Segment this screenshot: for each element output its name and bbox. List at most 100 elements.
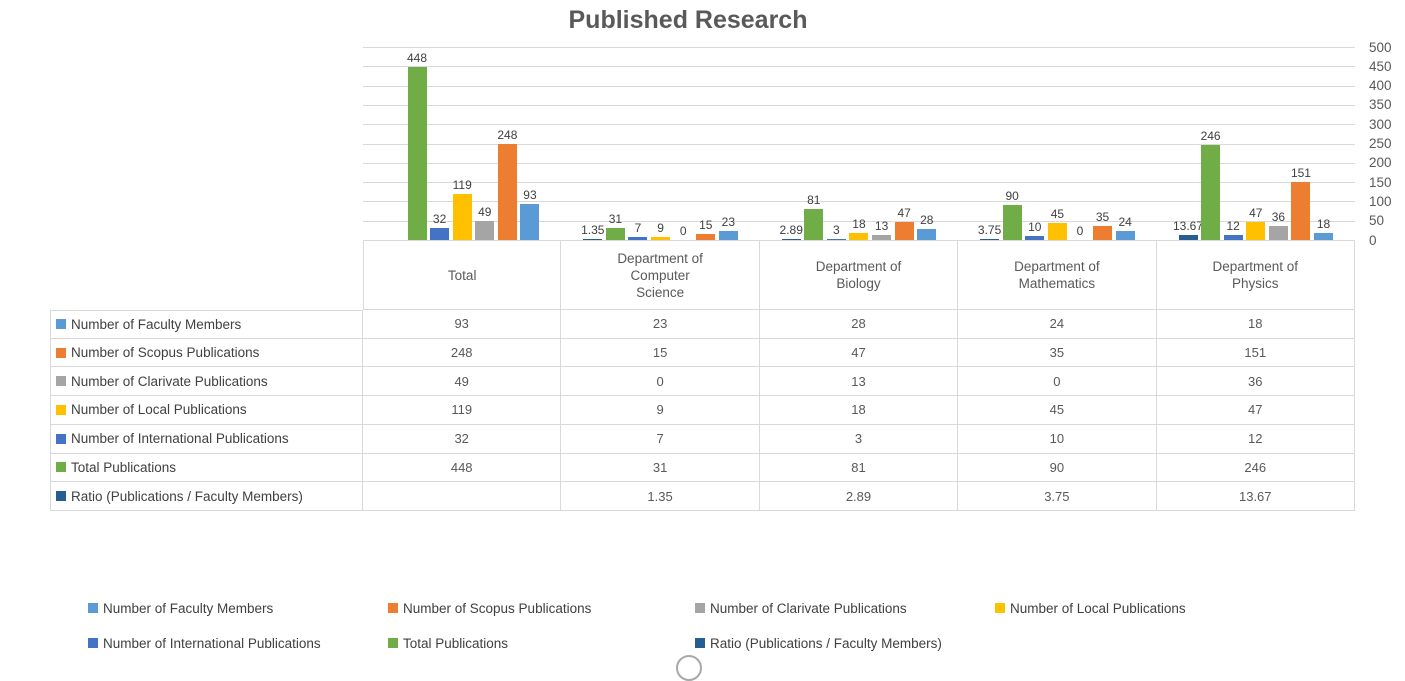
- bar-group: 2.89 81 3 18 13 47 28: [760, 47, 958, 240]
- table-value-cell: 28: [759, 310, 959, 339]
- bar-slot: 10: [1025, 47, 1045, 240]
- table-value-cell: 10: [958, 424, 1157, 454]
- bar-value-label: 3.75: [977, 223, 1002, 237]
- bar: [583, 239, 603, 240]
- series-key-icon: [56, 433, 66, 444]
- bar: [1291, 182, 1311, 240]
- legend-label: Number of Clarivate Publications: [710, 600, 907, 616]
- gridline: [363, 162, 1355, 164]
- table-value-cell: 3: [759, 424, 959, 454]
- legend-key-icon: [388, 638, 398, 648]
- bar-value-label: 151: [1290, 166, 1311, 180]
- bar: [1268, 226, 1288, 240]
- series-key-icon: [56, 404, 66, 415]
- series-key-icon: [56, 491, 66, 502]
- table-value-cell: 13.67: [1156, 482, 1355, 511]
- table-value-cell: 36: [1156, 367, 1355, 397]
- bar-slot: 12: [1223, 47, 1243, 240]
- bar-value-label: 18: [852, 217, 866, 231]
- table-value-cell: 49: [363, 367, 562, 397]
- bar-slot: 23: [718, 47, 738, 240]
- y-axis-tick-label: 400: [1369, 78, 1392, 94]
- bar-slot: 93: [520, 47, 540, 240]
- bar-group: 3.75 90 10 45 0 35 24: [958, 47, 1156, 240]
- legend-item: Number of Local Publications: [995, 601, 1186, 616]
- bar-slot: 47: [894, 47, 914, 240]
- bar-value-label: 23: [721, 215, 736, 229]
- legend-item: Number of Faculty Members: [88, 600, 274, 616]
- bar-slot: 15: [696, 47, 716, 240]
- bar: [1178, 235, 1198, 240]
- table-value-cell: 15: [561, 338, 760, 368]
- bar: [497, 144, 517, 240]
- bar-value-label: 28: [920, 213, 934, 227]
- bar-value-label: 47: [897, 206, 911, 220]
- bar: [804, 209, 824, 240]
- bar-value-label: 0: [1076, 224, 1084, 238]
- bar-slot: 18: [1314, 47, 1334, 240]
- bar-slot: 81: [804, 47, 824, 240]
- bar-slot: 49: [475, 47, 495, 240]
- table-value-cell: 18: [759, 396, 959, 425]
- bar: [1047, 223, 1067, 240]
- bar-slot: 31: [605, 47, 625, 240]
- bar: [475, 221, 495, 240]
- legend-label: Number of International Publications: [103, 635, 321, 651]
- bar-value-label: 246: [1200, 129, 1221, 143]
- y-axis-tick-label: 150: [1369, 174, 1392, 190]
- bar: [1246, 222, 1266, 240]
- bar: [1002, 205, 1022, 240]
- legend-key-icon: [88, 638, 98, 648]
- table-value-cell: 93: [363, 310, 562, 339]
- bar-slot: 18: [849, 47, 869, 240]
- bar: [430, 228, 450, 240]
- table-value-cell: 13: [759, 367, 959, 397]
- bar-value-label: 81: [807, 193, 821, 207]
- bar: [1093, 226, 1113, 240]
- y-axis-tick-label: 200: [1369, 155, 1392, 171]
- bar-slot: 9: [651, 47, 671, 240]
- table-value-cell: 119: [363, 396, 562, 425]
- bar-value-label: 47: [1249, 206, 1263, 220]
- y-axis-tick-label: 250: [1369, 136, 1392, 151]
- bar-value-label: 10: [1028, 220, 1042, 234]
- bar-group: 13.67 246 12 47 36 151 18: [1157, 47, 1355, 240]
- bar: [826, 239, 846, 240]
- bar: [1201, 145, 1221, 240]
- bar-value-label: 35: [1095, 210, 1110, 224]
- legend-item: Total Publications: [388, 636, 508, 651]
- table-value-cell: 9: [561, 396, 760, 425]
- bar-value-label: 45: [1050, 207, 1065, 221]
- bar-value-label: 448: [406, 51, 428, 65]
- bar-slot: 246: [1200, 47, 1221, 240]
- table-row-label: Total Publications: [50, 453, 363, 483]
- bar-slot: 1.35: [581, 47, 605, 240]
- bar: [628, 237, 648, 240]
- bar-value-label: 24: [1118, 215, 1132, 229]
- bar-slot: 24: [1115, 47, 1135, 240]
- table-value-cell: 24: [958, 310, 1157, 339]
- bar-slot: 248: [497, 47, 517, 240]
- table-value-cell: 151: [1156, 338, 1355, 368]
- bar-value-label: 3: [833, 223, 840, 237]
- bar-value-label: 12: [1226, 219, 1240, 233]
- bar-slot: 90: [1002, 47, 1022, 240]
- table-value-cell: 47: [1156, 396, 1355, 425]
- bar-value-label: 1.35: [581, 223, 605, 237]
- table-value-cell: 23: [561, 310, 760, 339]
- table-row-label: Number of Scopus Publications: [50, 338, 363, 368]
- chart-title: Published Research: [568, 6, 808, 34]
- bar-value-label: 93: [523, 188, 537, 202]
- series-key-icon: [56, 347, 66, 358]
- table-value-cell: 18: [1156, 310, 1355, 339]
- table-header-cell: Total: [363, 240, 562, 310]
- bar: [1223, 235, 1243, 240]
- table-value-cell: 47: [759, 338, 959, 368]
- bar-value-label: 13: [874, 219, 889, 233]
- bar: [849, 233, 869, 240]
- chart-canvas: Published Research 448 32 119 49 248 93 1.35 31…: [50, 6, 1392, 681]
- bar-slot: 47: [1246, 47, 1266, 240]
- legend-label: Number of Faculty Members: [103, 600, 274, 616]
- y-axis-tick-label: 100: [1369, 193, 1392, 209]
- legend-label: Ratio (Publications / Faculty Members): [710, 635, 942, 651]
